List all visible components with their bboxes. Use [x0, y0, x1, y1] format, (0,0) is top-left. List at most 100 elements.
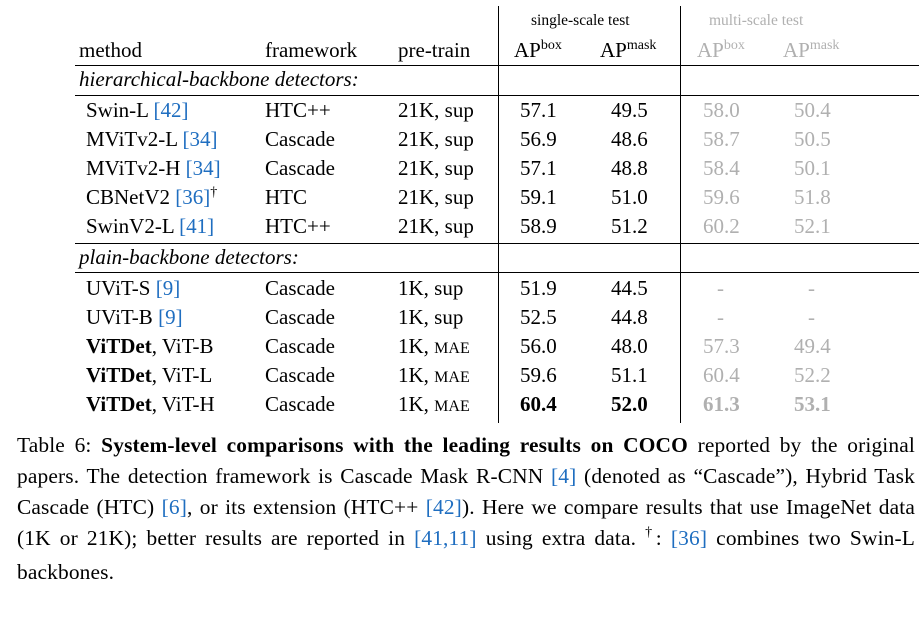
pretrain-data: 1K, sup [398, 305, 464, 329]
section-rule-plain [75, 272, 919, 273]
ss-apmask-cell: 51.2 [611, 214, 648, 238]
dagger-mark: † [645, 525, 656, 540]
pretrain-method: MAE [434, 340, 470, 357]
pretrain-cell: 21K, sup [398, 127, 474, 151]
citation-link[interactable]: 34 [189, 127, 211, 151]
pretrain-data: 1K, [398, 334, 435, 358]
method-name-bold: ViTDet [86, 392, 152, 416]
ms-apmask-cell: 50.4 [794, 98, 831, 122]
ss-apbox-cell: 59.1 [520, 185, 557, 209]
pretrain-data: 21K, sup [398, 98, 474, 122]
ms-apbox-cell: 60.4 [703, 363, 740, 387]
ss-apbox-cell: 60.4 [520, 392, 557, 416]
method-name: , ViT-L [151, 363, 213, 387]
ms-apmask-cell: 51.8 [794, 185, 831, 209]
results-table: single-scale test multi-scale test metho… [75, 6, 919, 423]
ss-apmask-cell: 48.8 [611, 156, 648, 180]
ms-apbox-cell: - [717, 305, 724, 329]
method-cell: Swin-L [42] [86, 98, 189, 122]
header-ms-apbox: APbox [697, 38, 745, 62]
header-pretrain: pre-train [398, 38, 471, 62]
citation-link[interactable]: 36 [182, 185, 204, 209]
method-cell: MViTv2-H [34] [86, 156, 221, 180]
pretrain-cell: 1K, MAE [398, 363, 470, 390]
pretrain-cell: 21K, sup [398, 214, 474, 238]
method-cell: SwinV2-L [41] [86, 214, 215, 238]
pretrain-cell: 21K, sup [398, 98, 474, 122]
ss-apmask-cell: 51.0 [611, 185, 648, 209]
header-ms-apmask: APmask [783, 38, 840, 62]
ss-apbox-cell: 56.0 [520, 334, 557, 358]
ss-apbox-cell: 59.6 [520, 363, 557, 387]
pretrain-cell: 1K, MAE [398, 392, 470, 419]
method-name: SwinV2-L [86, 214, 174, 238]
section-rule-plain-top [75, 243, 919, 244]
multi-scale-header: multi-scale test [709, 12, 804, 29]
ms-apbox-cell: - [717, 276, 724, 300]
method-name: Swin-L [86, 98, 149, 122]
header-ss-apbox: APbox [514, 38, 562, 62]
citation-link[interactable]: 42 [160, 98, 182, 122]
ms-apmask-cell: - [808, 276, 815, 300]
citation-link[interactable]: [36] [670, 526, 708, 550]
framework-cell: HTC [265, 185, 307, 209]
citation-link[interactable]: [42] [425, 495, 462, 519]
pretrain-cell: 1K, sup [398, 305, 463, 329]
ss-apmask-cell: 51.1 [611, 363, 648, 387]
method-cell: ViTDet, ViT-B [86, 334, 213, 358]
ss-apmask-cell: 52.0 [611, 392, 648, 416]
citation-link[interactable]: 34 [192, 156, 214, 180]
pretrain-cell: 21K, sup [398, 185, 474, 209]
header-ss-apmask: APmask [600, 38, 657, 62]
citation-link[interactable]: [6] [161, 495, 187, 519]
method-name: MViTv2-H [86, 156, 181, 180]
ms-apbox-cell: 58.0 [703, 98, 740, 122]
framework-cell: Cascade [265, 305, 335, 329]
caption-label: Table 6: [17, 433, 102, 457]
header-framework: framework [265, 38, 358, 62]
method-cell: MViTv2-L [34] [86, 127, 218, 151]
ss-apbox-cell: 57.1 [520, 156, 557, 180]
single-scale-header: single-scale test [531, 12, 630, 29]
framework-cell: Cascade [265, 276, 335, 300]
pretrain-data: 1K, sup [398, 276, 464, 300]
pretrain-data: 21K, sup [398, 127, 474, 151]
citation-link[interactable]: 41 [186, 214, 208, 238]
method-cell: ViTDet, ViT-H [86, 392, 215, 416]
method-name-bold: ViTDet [86, 334, 152, 358]
pretrain-data: 1K, [398, 392, 435, 416]
ss-apmask-cell: 49.5 [611, 98, 648, 122]
section-plain: plain-backbone detectors: [79, 245, 299, 269]
ms-apmask-cell: 49.4 [794, 334, 831, 358]
framework-cell: Cascade [265, 127, 335, 151]
pretrain-data: 1K, [398, 363, 435, 387]
ss-apbox-cell: 58.9 [520, 214, 557, 238]
ss-apbox-cell: 56.9 [520, 127, 557, 151]
ss-apmask-cell: 48.6 [611, 127, 648, 151]
pretrain-data: 21K, sup [398, 156, 474, 180]
ss-apmask-cell: 44.5 [611, 276, 648, 300]
framework-cell: Cascade [265, 392, 335, 416]
ss-apbox-cell: 51.9 [520, 276, 557, 300]
caption-title: System-level comparisons with the leadin… [101, 433, 688, 457]
citation-link[interactable]: [4] [551, 464, 577, 488]
citation-link[interactable]: 9 [162, 276, 174, 300]
method-cell: ViTDet, ViT-L [86, 363, 212, 387]
ms-apbox-cell: 59.6 [703, 185, 740, 209]
header-method: method [79, 38, 142, 62]
section-hierarchical: hierarchical-backbone detectors: [79, 67, 359, 91]
citation-link[interactable]: [41,11] [414, 526, 477, 550]
section-rule-hier [75, 95, 919, 96]
framework-cell: HTC++ [265, 214, 331, 238]
method-name: UViT-B [86, 305, 153, 329]
framework-cell: Cascade [265, 363, 335, 387]
framework-cell: Cascade [265, 156, 335, 180]
method-name: , ViT-B [151, 334, 214, 358]
pretrain-cell: 1K, sup [398, 276, 463, 300]
method-cell: UViT-S [9] [86, 276, 181, 300]
ms-apmask-cell: 50.5 [794, 127, 831, 151]
citation-link[interactable]: 9 [165, 305, 176, 329]
column-divider-single [498, 6, 499, 423]
ms-apmask-cell: - [808, 305, 815, 329]
ms-apbox-cell: 58.7 [703, 127, 740, 151]
